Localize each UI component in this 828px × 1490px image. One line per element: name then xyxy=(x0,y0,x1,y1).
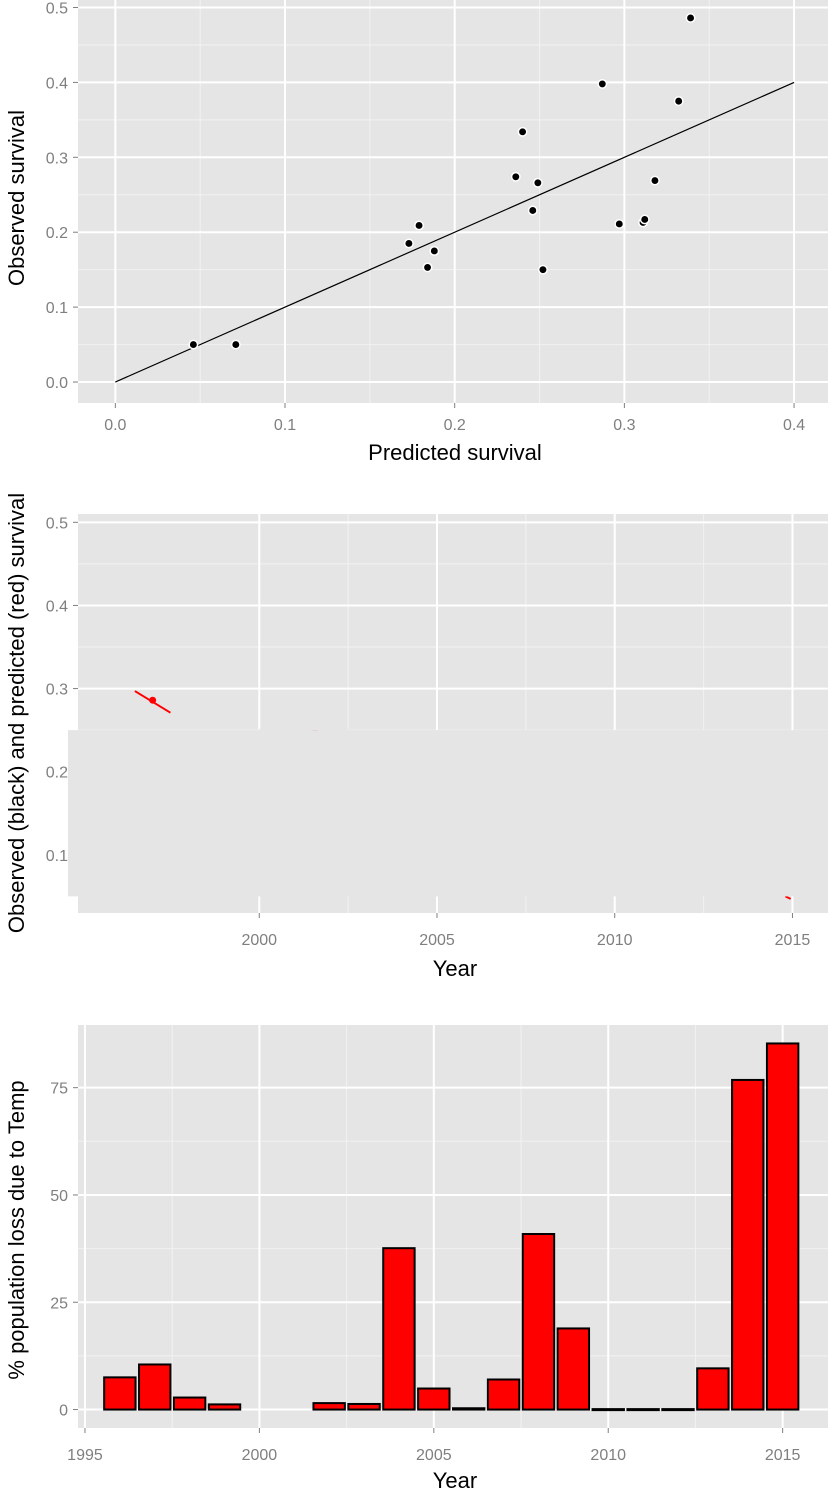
data-point xyxy=(639,214,650,225)
occluded-region xyxy=(259,728,349,731)
bar-2009 xyxy=(556,1327,591,1411)
y-tick-label: 0.0 xyxy=(46,375,68,392)
bar-2003 xyxy=(347,1402,381,1411)
y-tick-label: 0.2 xyxy=(46,225,68,242)
data-point xyxy=(532,177,543,188)
x-tick-label: 2010 xyxy=(597,932,633,949)
bar-2007 xyxy=(486,1378,521,1411)
chart-panel-3: 1995 2000 2005 2010 2015 0 25 50 75 Year % populat… xyxy=(4,1025,828,1490)
x-tick-label: 0.4 xyxy=(783,417,805,434)
y-axis-title: % population loss due to Temp xyxy=(4,1080,29,1379)
bar-1997 xyxy=(138,1363,172,1411)
bar-2010 xyxy=(591,1408,625,1412)
y-tick-label: 0.1 xyxy=(46,300,68,317)
data-point xyxy=(685,13,696,23)
x-tick-label: 2015 xyxy=(765,1447,801,1464)
bar-1996 xyxy=(103,1376,137,1411)
data-point xyxy=(429,245,440,256)
predicted-line-segment xyxy=(784,895,792,900)
data-point xyxy=(517,126,528,137)
panel-background xyxy=(78,0,828,403)
bar-2004 xyxy=(382,1247,416,1411)
y-tick-label: 0 xyxy=(59,1403,68,1420)
data-point xyxy=(510,171,521,182)
bar-2002 xyxy=(312,1402,346,1411)
y-axis-title: Observed survival xyxy=(4,110,29,286)
data-point xyxy=(422,262,433,273)
x-tick-label: 0.2 xyxy=(444,417,466,434)
y-tick-label: 0.2 xyxy=(46,765,68,782)
data-point xyxy=(414,220,425,231)
chart-panel-2: 2000 2005 2010 2015 0.1 0.2 0.3 0.4 0.5 Year Obser… xyxy=(4,493,828,981)
x-tick-label: 2000 xyxy=(242,1447,278,1464)
reference-line xyxy=(115,81,795,383)
bar-1999 xyxy=(207,1403,242,1411)
y-tick-label: 0.4 xyxy=(46,598,68,615)
x-tick-label: 2010 xyxy=(590,1447,626,1464)
y-tick-label: 75 xyxy=(50,1081,68,1098)
data-point xyxy=(403,238,414,249)
predicted-point xyxy=(149,696,157,704)
data-point xyxy=(597,78,608,89)
y-tick-label: 50 xyxy=(50,1188,68,1205)
panel-background xyxy=(78,1025,828,1428)
x-tick-label: 2005 xyxy=(419,932,455,949)
y-tick-label: 0.1 xyxy=(46,848,68,865)
bar-2013 xyxy=(696,1367,730,1411)
y-axis-title: Observed (black) and predicted (red) sur… xyxy=(4,493,29,933)
x-tick-label: 2015 xyxy=(775,932,811,949)
x-axis-title: Predicted survival xyxy=(368,440,542,465)
x-axis-title: Year xyxy=(433,956,477,981)
bar-2006 xyxy=(452,1407,486,1411)
data-point xyxy=(537,264,548,275)
x-tick-label: 2000 xyxy=(241,932,277,949)
y-tick-label: 0.5 xyxy=(46,515,68,532)
data-point xyxy=(649,175,660,186)
bar-2014 xyxy=(731,1078,765,1411)
x-axis-title: Year xyxy=(433,1468,477,1490)
x-tick-label: 1995 xyxy=(67,1447,103,1464)
data-point xyxy=(188,339,199,350)
y-tick-label: 0.3 xyxy=(46,682,68,699)
y-tick-label: 0.4 xyxy=(46,75,68,92)
data-point xyxy=(614,219,625,229)
data-point xyxy=(673,96,684,107)
data-point xyxy=(527,205,538,216)
bar-2005 xyxy=(417,1387,451,1411)
x-tick-label: 0.0 xyxy=(104,417,126,434)
bar-1998 xyxy=(172,1396,207,1411)
chart-panel-1: 0.0 0.1 0.2 0.3 0.4 0.0 0.1 0.2 0.3 0.4 0.5 Predict… xyxy=(4,0,828,465)
y-tick-label: 0.3 xyxy=(46,150,68,167)
x-tick-label: 0.1 xyxy=(274,417,296,434)
y-tick-label: 25 xyxy=(50,1295,68,1312)
bar-2008 xyxy=(521,1233,556,1411)
data-point xyxy=(230,339,241,350)
bar-2011 xyxy=(626,1408,660,1412)
y-tick-label: 0.5 xyxy=(46,0,68,17)
x-tick-label: 2005 xyxy=(416,1447,452,1464)
x-tick-label: 0.3 xyxy=(613,417,635,434)
bar-2012 xyxy=(661,1408,695,1412)
occluded-region xyxy=(68,730,828,897)
bar-2015 xyxy=(765,1042,800,1411)
